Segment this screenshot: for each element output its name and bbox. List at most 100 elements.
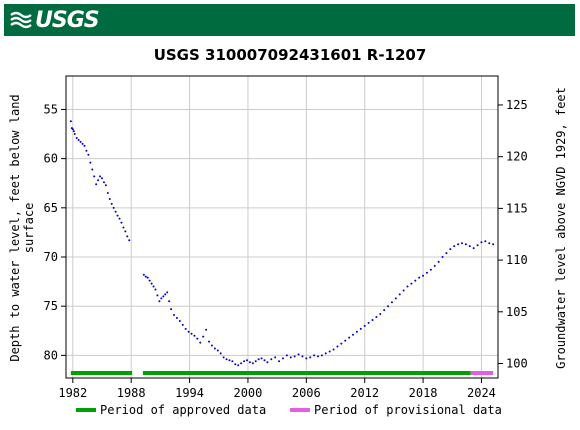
y-right-tick-label: 120 bbox=[506, 150, 528, 164]
data-point bbox=[414, 279, 417, 282]
data-point bbox=[237, 364, 240, 367]
data-point bbox=[429, 268, 432, 271]
data-point bbox=[156, 294, 159, 297]
data-point bbox=[402, 289, 405, 292]
data-point bbox=[425, 271, 428, 274]
y-right-tick-label: 125 bbox=[506, 98, 528, 112]
data-point bbox=[193, 334, 196, 337]
data-point bbox=[128, 239, 131, 242]
y-left-tick-label: 60 bbox=[44, 152, 58, 166]
y-axis-left-label-line-1: Depth to water level, feet below land bbox=[8, 94, 22, 361]
data-point bbox=[205, 328, 208, 331]
data-point bbox=[83, 144, 86, 147]
data-point bbox=[87, 153, 90, 156]
data-point bbox=[457, 243, 460, 246]
data-point bbox=[281, 357, 284, 360]
data-point bbox=[101, 177, 103, 180]
data-point bbox=[410, 282, 413, 285]
data-point bbox=[480, 241, 483, 244]
data-point bbox=[453, 245, 456, 248]
data-point bbox=[234, 363, 237, 366]
data-point bbox=[441, 256, 444, 259]
usgs-banner: USGS bbox=[4, 4, 575, 36]
data-point bbox=[260, 357, 263, 360]
y-left-tick-label: 75 bbox=[44, 299, 58, 313]
data-point bbox=[344, 339, 347, 342]
data-point bbox=[278, 360, 281, 363]
data-point bbox=[124, 230, 127, 233]
data-point bbox=[461, 242, 463, 245]
data-point bbox=[297, 353, 300, 356]
data-point bbox=[468, 245, 471, 248]
data-point bbox=[166, 291, 169, 294]
usgs-logo-text: USGS bbox=[35, 7, 100, 33]
data-point bbox=[248, 361, 251, 364]
data-point bbox=[274, 356, 277, 359]
chart-grid bbox=[66, 76, 498, 378]
data-point bbox=[99, 175, 102, 178]
data-point bbox=[305, 357, 308, 360]
y-left-tick-label: 70 bbox=[44, 250, 58, 264]
chart-legend: Period of approved data Period of provis… bbox=[76, 403, 502, 417]
data-point bbox=[158, 300, 161, 303]
data-point bbox=[73, 133, 76, 136]
data-point bbox=[213, 347, 216, 350]
data-point bbox=[142, 273, 145, 276]
x-axis: 1982 1988 1994 2000 2006 2012 2018 2024 bbox=[58, 378, 496, 400]
data-point bbox=[394, 297, 397, 300]
data-point bbox=[383, 309, 386, 312]
data-point bbox=[285, 354, 288, 357]
data-point bbox=[379, 313, 382, 316]
data-point bbox=[355, 330, 358, 333]
data-point bbox=[152, 285, 155, 288]
data-point bbox=[263, 359, 266, 362]
data-point bbox=[266, 361, 269, 364]
data-point bbox=[309, 356, 312, 359]
y-right-tick-label: 110 bbox=[506, 253, 528, 267]
data-point bbox=[464, 243, 467, 246]
data-point bbox=[340, 342, 343, 345]
data-point bbox=[175, 316, 178, 319]
data-point bbox=[181, 323, 184, 326]
data-point bbox=[398, 293, 401, 296]
data-point bbox=[81, 142, 84, 145]
data-point bbox=[72, 130, 75, 133]
y-left-tick-label: 65 bbox=[44, 201, 58, 215]
data-point bbox=[390, 301, 393, 304]
data-point bbox=[320, 354, 323, 357]
data-point bbox=[332, 348, 335, 351]
y-left-tick-label: 55 bbox=[44, 102, 58, 116]
data-point bbox=[116, 214, 119, 217]
data-point bbox=[150, 282, 153, 285]
legend-approved-label: Period of approved data bbox=[100, 403, 266, 417]
data-point bbox=[433, 264, 436, 267]
data-point bbox=[202, 335, 205, 338]
data-point bbox=[89, 161, 92, 164]
usgs-logo[interactable]: USGS bbox=[10, 7, 100, 33]
data-point bbox=[187, 330, 190, 333]
data-point bbox=[148, 279, 151, 282]
data-point bbox=[492, 243, 495, 246]
data-point bbox=[222, 356, 225, 359]
data-point bbox=[317, 355, 319, 358]
data-point bbox=[240, 362, 243, 365]
data-point bbox=[367, 321, 370, 324]
data-point bbox=[122, 226, 125, 229]
x-tick-label: 1982 bbox=[58, 386, 87, 400]
data-point bbox=[118, 217, 121, 220]
data-point bbox=[108, 197, 111, 200]
data-point bbox=[178, 319, 181, 322]
data-point bbox=[69, 120, 72, 123]
x-tick-label: 2006 bbox=[292, 386, 321, 400]
usgs-wave-icon bbox=[10, 11, 32, 29]
data-point bbox=[313, 354, 316, 357]
data-point bbox=[422, 274, 425, 277]
data-point bbox=[437, 260, 440, 263]
x-tick-label: 1994 bbox=[175, 386, 204, 400]
data-point bbox=[146, 276, 149, 279]
data-point bbox=[254, 360, 257, 363]
data-point bbox=[301, 355, 304, 358]
data-point bbox=[102, 181, 105, 184]
y-right-tick-label: 115 bbox=[506, 201, 528, 215]
